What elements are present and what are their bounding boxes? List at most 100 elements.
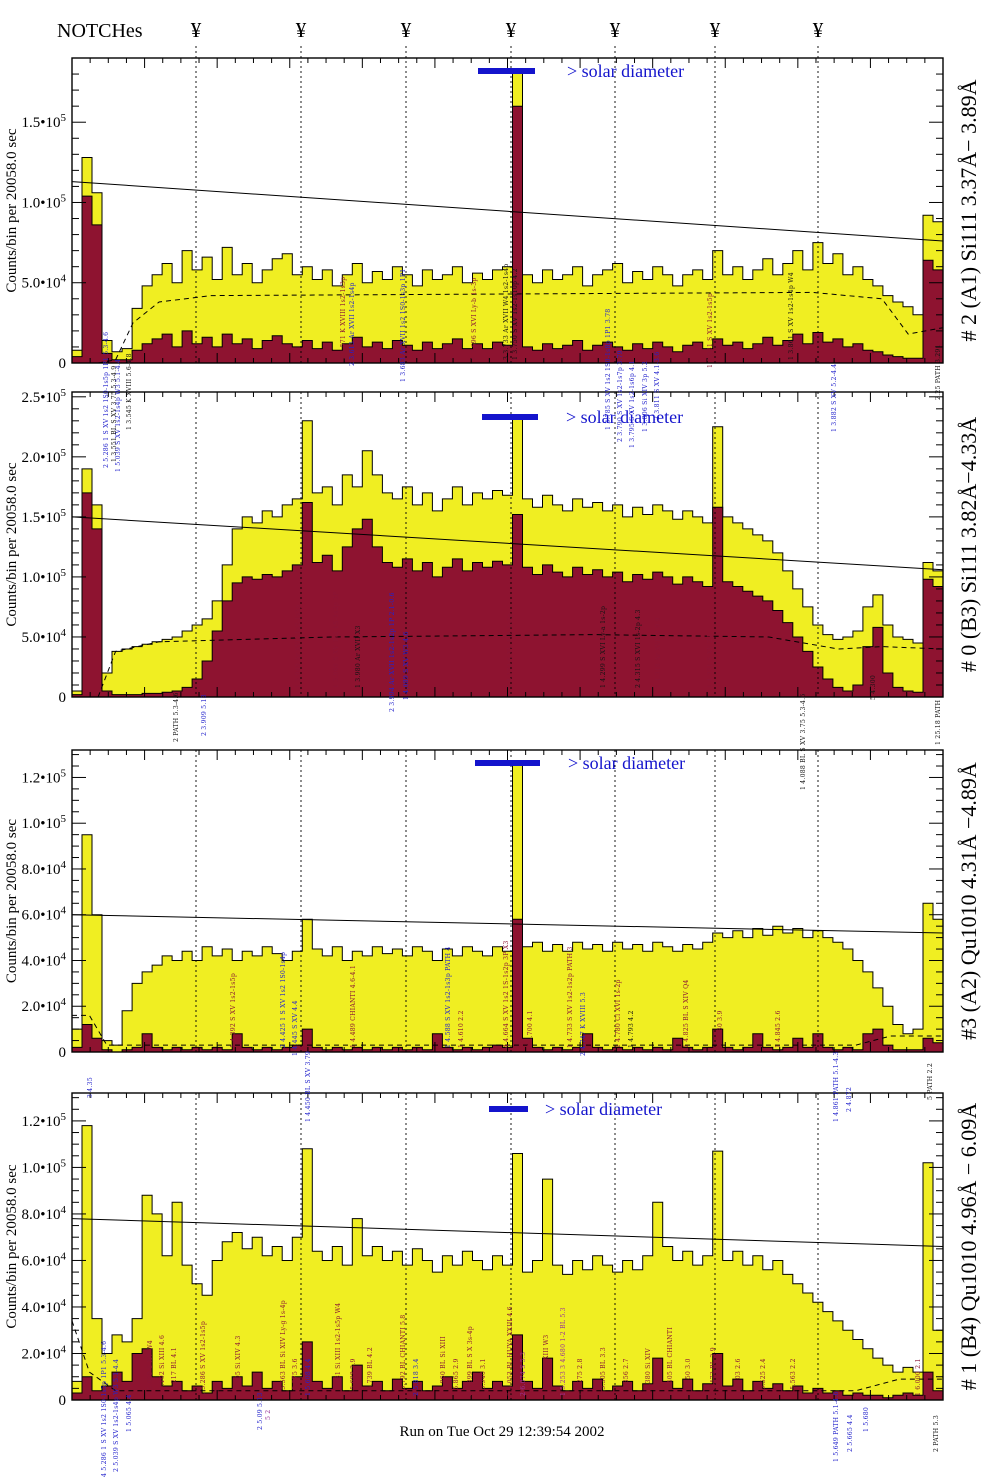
series-background-counts [71,1334,944,1401]
line-id-annotation: 5 PATH 2.2 [927,1063,934,1100]
svg-text:1.5•105: 1.5•105 [21,112,66,131]
notches-label: NOTCHes [57,20,143,42]
line-id-annotation: 1 4.610 2.2 [458,1010,465,1048]
series-background-counts [71,918,944,1053]
line-id-annotation: 1 3.683 Ar XVII 1s2 1S0-1s3p 1P1 [400,269,407,382]
line-id-annotation: 1 3.696 S XVI Ly-b 1s-3p [471,278,478,361]
series-background-counts [71,105,944,364]
line-id-annotation: 1 4.588 S XV 1s2-1s3p PATH 4 [445,947,452,1049]
svg-text:1.2•105: 1.2•105 [21,1111,66,1130]
svg-text:5.0•104: 5.0•104 [21,627,66,646]
svg-text:1.0•105: 1.0•105 [21,192,66,211]
line-id-annotation: 1 3.750 S XV 1s2-1s10p 4.2 [512,268,519,360]
svg-text:1.5•105: 1.5•105 [21,507,66,526]
line-id-annotation: 2 4.425 1 S XV 1s2 1S0-1s4p [280,952,287,1048]
svg-text:5.0•104: 5.0•104 [21,273,66,292]
line-id-annotation: 1 5.039 S XV 1s2-1s4p W3 5.1-4.4 [115,359,122,472]
notch-symbol-5: ¥ [609,18,621,42]
line-id-annotation: 1 5.253 3 4.680 1-2 BL 5.3 [560,1307,567,1396]
line-id-annotation: 2 4.315 S XVI 1s-2p 4.3 [635,609,642,688]
svg-text:4.0•104: 4.0•104 [21,950,66,969]
run-timestamp: Run on Tue Oct 29 12:39:54 2002 [399,1424,605,1440]
line-id-annotation: 4 4.664 S XV 1s2 1S-1s2p 3P X3 [503,940,510,1048]
line-id-annotation: 2 5.503 2.6 [735,1358,742,1396]
line-id-annotation: 1 3.882 S XV 5.2-4.4 [831,364,838,432]
line-id-annotation: 1 5.065 4.4 [126,1394,133,1432]
notch-symbol-1: ¥ [190,18,202,42]
notch-symbol-6: ¥ [709,18,721,42]
line-id-annotation: 2 5.356 2.7 [623,1358,630,1396]
line-id-annotation: 2 3.811 S XV 4.1-3.6 [654,352,661,420]
solar-diameter-bar [489,1106,528,1112]
line-id-annotation: 2 4.747 K XVIII 5.3 [580,992,587,1056]
notch-symbol-3: ¥ [400,18,412,42]
line-id-annotation: 1 3.551 BL S XV 3.75 5.3-4.9 [111,366,118,462]
line-id-annotation: 2 5.039 S XV 1s2-1s4p W3 5.1-4.4 [113,1359,120,1472]
line-id-annotation: 1 4.088 BL S XV 3.75 5.3-4.6 [800,694,807,790]
series-background-counts [71,492,944,698]
line-id-annotation: 1 5.450 3.0 [685,1358,692,1396]
notch-symbol-7: ¥ [812,18,824,42]
solar-diameter-label: > solar diameter [567,61,684,81]
line-id-annotation: 2 5.818 3.4 [413,1358,420,1396]
line-id-annotation: 1 4.780 Cl XVI 1s-2p [615,979,622,1048]
line-id-annotation: 2 5.286 1 S XV 1s2 1S0-1s5p 1P1 5.3-4.6 [103,332,110,468]
line-id-annotation: 2 3.909 5.13 [201,694,208,736]
svg-text:6.0•104: 6.0•104 [21,1250,66,1269]
line-id-annotation: 2 PATH 5.3 [933,1415,940,1452]
line-id-annotation: 2 3.994 Ar XVII 1s2-1s2p 1P 2.1-0.6 [389,592,396,712]
y-axis-label: Counts/bin per 20058.0 sec [4,128,20,292]
line-id-annotation: 2 5.688 3.9 [350,1358,357,1396]
line-id-annotation: 2 PATH 5.3-4.6 [173,692,180,742]
solar-diameter-bar [482,414,538,420]
line-id-annotation: 1 5.217 Si XIII W3 [543,1335,550,1396]
line-id-annotation: 1 4.825 BL S XIV Q4 [683,979,690,1048]
line-id-annotation: 2 3.790 S XV 1s2-1s7p 3.79 [617,350,624,442]
line-id-annotation: 1 4.299 S XVI Ly-a 1s-2p [600,606,607,688]
line-id-annotation: 1 5.649 PATH 5.1-4.6 [833,1391,840,1462]
line-id-annotation: 1 5.563 2.2 [790,1358,797,1396]
y-axis-label: Counts/bin per 20058.0 sec [4,462,20,626]
line-id-annotation: 1 4.331 S XV Z4 [707,634,714,688]
line-id-annotation: 1 3.980 Ar XVII X3 [355,625,362,688]
line-id-annotation: 1 6.000 2.1 [915,1358,922,1396]
line-id-annotation: 1 5.739 BL 4.2 [367,1347,374,1396]
svg-text:2.0•104: 2.0•104 [21,996,66,1015]
svg-text:8.0•104: 8.0•104 [21,859,66,878]
svg-text:0: 0 [59,356,67,372]
line-id-annotation: 3 6.053 BL HUYA XXIII 4.6 [507,1306,514,1396]
line-id-annotation: 2.25 PATH 3.291 [935,344,942,400]
line-id-annotation: 2 5.102 Si XIII 4.6 [159,1335,166,1396]
notch-symbol-2: ¥ [295,18,307,42]
line-id-annotation: 1 5.217 BL 4.1 [171,1347,178,1396]
line-id-annotation: 2 5.09 5.13 [257,1392,264,1430]
line-id-annotation: 1 5.792 BL CHIANTI 5.8 [400,1315,407,1396]
line-id-annotation: 1 4.489 CHIANTI 4.6-4.1 [350,965,357,1048]
line-id-annotation: 1 5.681 Si XIII 1s2-1s5p W4 [335,1303,342,1396]
svg-text:6.0•104: 6.0•104 [21,905,66,924]
svg-text:2.0•105: 2.0•105 [21,447,66,466]
line-id-annotation: 1 5.473 BL 2.9 [710,1347,717,1396]
line-id-annotation: 1 4.680 BL HUYA XXIII [515,970,522,1048]
line-id-annotation: 1 4.450 BL S XV 3.79 [305,1051,312,1122]
line-id-annotation: 1 5.380 Si XIV [645,1348,652,1396]
line-id-annotation: 2 3.613 Ar XVII 1s2-1s4p [349,282,356,366]
y-axis-label: Counts/bin per 20058.0 sec [4,819,20,983]
line-id-annotation: 1 5.405 BL CHIANTI [667,1327,674,1396]
line-id-annotation: 1 5.305 BL 3.3 [600,1347,607,1396]
svg-text:0: 0 [59,690,67,706]
line-id-annotation: 1 4.174 S XV 1s2-1s2p [507,613,514,688]
line-id-annotation: 1 3.831 S XV 1s2-1s5p [707,293,714,368]
line-id-annotation: 2 6.074 S 5.3 [520,1352,527,1396]
svg-text:2.0•104: 2.0•104 [21,1343,66,1362]
line-id-annotation: 1 4.845 2.6 [775,1010,782,1048]
svg-text:1.0•105: 1.0•105 [21,567,66,586]
line-id-annotation: 1 3.785 S XV 1s2 1S0-1s8p 1P1 3.78 [605,309,612,430]
line-id-annotation: 1 4.733 S XV 1s2-1s2p PATH 3 [567,947,574,1049]
line-id-annotation: 2 4.700 4.1 [527,1010,534,1048]
line-id-annotation: 1 5.525 2.4 [760,1358,767,1396]
